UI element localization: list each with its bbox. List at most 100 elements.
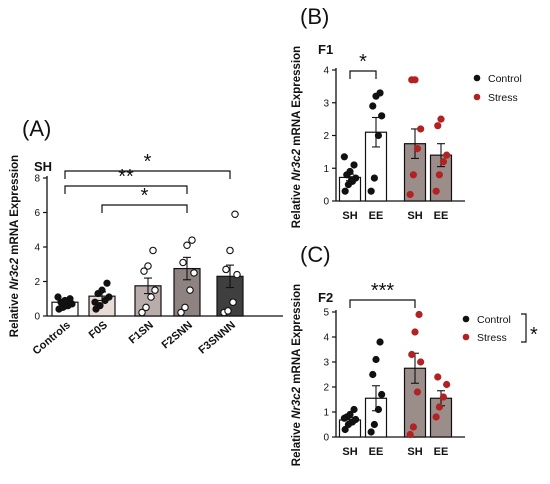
panel-c-data-point	[439, 393, 448, 401]
panel-b-data-point	[370, 174, 378, 182]
panel-a-data-point	[91, 298, 99, 306]
panel-a-data-point	[54, 293, 62, 301]
panel-a-category-label: F0S	[87, 319, 110, 341]
panel-c-legend: Control Stress *	[462, 313, 538, 346]
panel-c-data-point	[435, 403, 443, 411]
panel-a-letter: (A)	[22, 116, 51, 141]
panel-a-sig-label: *	[144, 151, 152, 173]
panel-a-data-point	[147, 293, 155, 301]
panel-a-data-point	[151, 286, 159, 294]
panel-b-data-point	[374, 131, 383, 140]
panel-c-data-point	[406, 430, 414, 439]
panel-a-ytick-label: 8	[34, 174, 40, 185]
panel-b-data-point	[432, 187, 440, 195]
panel-c-ytick-label: 3	[323, 358, 329, 369]
panel-b-data-point	[437, 115, 445, 123]
legend-c-sig: *	[530, 324, 538, 346]
panel-a-data-point	[103, 279, 111, 287]
panel-a-data-point	[66, 295, 74, 303]
panel-b-category-label: EE	[434, 210, 449, 222]
panel-c-category-label: EE	[369, 446, 384, 458]
panel-b-sig-label: *	[359, 51, 367, 73]
panel-b-ylabel: Relative Nr3c2 mRNA Expression	[291, 46, 303, 228]
panel-c-data-point	[434, 373, 442, 381]
panel-c-sig-bracket	[349, 299, 416, 308]
panel-c-category-label: SH	[342, 446, 357, 458]
panel-b-data-point	[367, 187, 375, 195]
panel-b-data-point	[413, 145, 422, 153]
panel-b-ytick-label: 2	[323, 131, 329, 142]
panel-b-data-point	[439, 158, 448, 166]
panel-b-ytick-label: 1	[323, 164, 329, 175]
panel-b-data-point	[435, 171, 443, 179]
panel-a-data-point	[98, 286, 106, 294]
panel-a-category-label: F2SNN	[160, 319, 195, 351]
panel-a-data-point	[140, 267, 148, 275]
panel-b-data-point	[411, 76, 419, 84]
panel-c-letter: (C)	[300, 242, 331, 267]
panel-a-category-label: F3SNNN	[196, 319, 237, 357]
legend-c-stress-marker	[462, 333, 470, 341]
legend-b-stress-marker	[473, 93, 481, 101]
panel-b-subtitle: F1	[318, 42, 333, 57]
panel-c-category-label: SH	[407, 446, 422, 458]
panel-a-subtitle: SH	[34, 159, 52, 174]
panel-a-data-point	[229, 298, 237, 306]
panel-a-sig-bracket	[64, 185, 188, 194]
panel-c-data-point	[367, 428, 375, 436]
panel-a-data-point	[231, 210, 239, 218]
panel-b-sig-bracket	[349, 70, 377, 79]
panel-a-data-point	[138, 308, 146, 317]
panel-a-ytick-label: 2	[34, 277, 40, 288]
legend-b-stress-label: Stress	[488, 92, 518, 104]
panel-c-data-point	[432, 413, 440, 421]
panel-c-data-point	[408, 350, 416, 359]
panel-a-data-point	[105, 293, 113, 301]
panel-a-ytick-label: 6	[34, 208, 40, 219]
legend-c-control-marker	[462, 315, 470, 323]
panel-c-data-point	[413, 388, 422, 396]
panel-c-data-point	[415, 310, 423, 319]
legend-c-bracket	[521, 313, 527, 343]
legend-c-control-label: Control	[477, 314, 511, 326]
panel-c-ytick-label: 4	[323, 333, 329, 344]
panel-c-data-point	[376, 338, 384, 346]
panel-a-ytick-label: 4	[34, 243, 40, 254]
panel-b-legend: Control Stress	[473, 73, 522, 104]
legend-b-control-label: Control	[488, 73, 522, 85]
panel-b-data-point	[443, 151, 451, 159]
panel-c-category-label: EE	[434, 446, 449, 458]
panel-c-ylabel: Relative Nr3c2 mRNA Expression	[291, 284, 303, 466]
panel-a-data-point	[233, 270, 241, 279]
panel-b-ytick-label: 3	[323, 98, 329, 109]
panel-c-sig-label: ***	[371, 280, 395, 302]
panel-c-data-point	[443, 380, 451, 389]
panel-b-letter: (B)	[300, 4, 329, 29]
panel-c-data-point	[341, 425, 349, 434]
legend-b-control-marker	[473, 74, 481, 82]
panel-c-data-point	[369, 370, 377, 379]
panel-a-sig-label: **	[118, 166, 134, 188]
panel-b-data-point	[376, 89, 384, 97]
panel-c-data-point	[417, 358, 425, 366]
panel-c-ytick-label: 2	[323, 383, 329, 394]
panel-c-data-point	[411, 328, 419, 336]
panel-c-data-point	[352, 415, 360, 424]
panel-c-data-point	[378, 390, 386, 399]
panel-c-subtitle: F2	[318, 290, 333, 305]
panel-b-data-point	[341, 187, 349, 195]
panel-b-data-point	[434, 122, 442, 130]
panel-b-ytick-label: 4	[323, 66, 329, 77]
panel-b-category-label: SH	[407, 210, 422, 222]
panel-a-data-point	[186, 286, 194, 294]
panel-b-data-point	[417, 125, 425, 133]
panel-a-data-point	[222, 265, 230, 274]
panel-a-data-point	[96, 302, 104, 310]
panel-a-data-point	[224, 307, 232, 315]
panel-b-data-point	[350, 161, 358, 169]
panel-a-sig-bracket	[101, 204, 188, 213]
panel-c-data-point	[374, 405, 383, 414]
panel-a-data-point	[144, 262, 152, 270]
panel-b-data-point	[348, 176, 356, 184]
